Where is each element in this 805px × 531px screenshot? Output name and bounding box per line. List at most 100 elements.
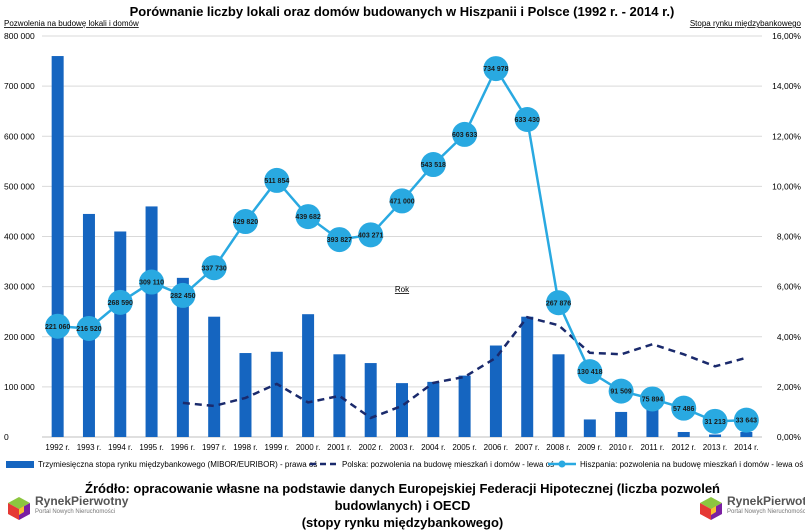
source-line-1: Źródło: opracowanie własne na podstawie … xyxy=(85,481,720,513)
spain-permits-marker xyxy=(514,106,540,132)
legend-label: Trzymiesięczna stopa rynku międzybankowe… xyxy=(38,460,317,469)
spain-permits-data-label: 337 730 xyxy=(202,265,227,272)
x-tick-label: 2005 r. xyxy=(452,443,476,452)
spain-permits-data-label: 429 820 xyxy=(233,219,258,226)
spain-permits-marker xyxy=(358,222,384,248)
spain-permits-marker xyxy=(107,289,133,315)
spain-permits-data-label: 221 060 xyxy=(45,324,70,331)
spain-permits-marker xyxy=(139,269,165,295)
spain-permits-marker xyxy=(420,152,446,178)
interest-rate-bar xyxy=(458,375,471,437)
x-tick-label: 1996 r. xyxy=(171,443,195,452)
interest-rate-bar xyxy=(239,353,252,437)
interest-rate-bar xyxy=(521,316,534,437)
x-tick-label: 2007 r. xyxy=(515,443,539,452)
x-axis-title: Rok xyxy=(395,285,410,294)
left-tick-label: 400 000 xyxy=(4,232,35,242)
spain-permits-data-label: 393 827 xyxy=(327,237,352,244)
x-tick-label: 2012 r. xyxy=(672,443,696,452)
interest-rate-bar xyxy=(427,381,440,437)
spain-permits-marker xyxy=(639,386,665,412)
spain-permits-data-label: 734 978 xyxy=(483,66,508,73)
x-tick-label: 1998 r. xyxy=(233,443,257,452)
source-line-2: (stopy rynku międzybankowego) xyxy=(301,515,504,530)
interest-rate-bar xyxy=(176,277,189,437)
right-tick-label: 0,00% xyxy=(777,432,802,442)
interest-rate-bar xyxy=(208,316,221,437)
spain-permits-data-label: 268 590 xyxy=(108,300,133,307)
chart-svg: Porównanie liczby lokali oraz domów budo… xyxy=(4,4,803,469)
source-note: Źródło: opracowanie własne na podstawie … xyxy=(70,480,735,531)
x-tick-label: 2008 r. xyxy=(546,443,570,452)
x-tick-label: 1992 r. xyxy=(45,443,69,452)
spain-permits-marker xyxy=(264,167,290,193)
x-tick-label: 2009 r. xyxy=(578,443,602,452)
x-tick-label: 2011 r. xyxy=(640,443,664,452)
x-tick-label: 1993 r. xyxy=(77,443,101,452)
legend-label: Hiszpania: pozwolenia na budowę mieszkań… xyxy=(580,460,803,469)
spain-permits-data-label: 511 854 xyxy=(264,178,289,185)
x-tick-label: 2010 r. xyxy=(609,443,633,452)
right-tick-label: 10,00% xyxy=(772,181,801,191)
x-tick-label: 1995 r. xyxy=(139,443,163,452)
spain-permits-marker xyxy=(295,204,321,230)
x-tick-label: 2002 r. xyxy=(358,443,382,452)
x-tick-label: 1994 r. xyxy=(108,443,132,452)
interest-rate-bar xyxy=(270,351,283,437)
spain-permits-data-label: 130 418 xyxy=(577,369,602,376)
x-tick-label: 2014 r. xyxy=(734,443,758,452)
interest-rate-bar xyxy=(302,314,315,437)
spain-permits-marker xyxy=(389,188,415,214)
poland-permits-line xyxy=(182,315,747,420)
spain-permits-data-label: 403 271 xyxy=(358,232,383,239)
x-tick-label: 2000 r. xyxy=(296,443,320,452)
left-tick-label: 500 000 xyxy=(4,181,35,191)
spain-permits-marker xyxy=(452,121,478,147)
right-tick-label: 14,00% xyxy=(772,81,801,91)
spain-permits-marker xyxy=(45,313,71,339)
left-tick-label: 800 000 xyxy=(4,31,35,41)
spain-permits-data-label: 216 520 xyxy=(76,326,101,333)
interest-rate-bar xyxy=(145,206,158,437)
right-tick-label: 8,00% xyxy=(777,232,802,242)
interest-rate-bar xyxy=(615,411,628,437)
interest-rate-bar xyxy=(583,419,596,437)
interest-rate-bar xyxy=(333,354,346,437)
logo-tagline: Portal Nowych Nieruchomości xyxy=(727,509,805,515)
spain-permits-marker xyxy=(733,407,759,433)
left-axis-title: Pozwolenia na budowę lokali i domów xyxy=(4,19,139,28)
right-tick-label: 6,00% xyxy=(777,282,802,292)
right-tick-label: 4,00% xyxy=(777,332,802,342)
legend-swatch-bar xyxy=(6,461,34,468)
spain-permits-data-label: 309 110 xyxy=(139,280,164,287)
spain-permits-data-label: 267 876 xyxy=(546,300,571,307)
spain-permits-data-label: 91 509 xyxy=(610,389,632,396)
x-tick-label: 2001 r. xyxy=(327,443,351,452)
x-tick-label: 2003 r. xyxy=(390,443,414,452)
spain-permits-marker xyxy=(232,209,258,235)
spain-permits-data-label: 33 643 xyxy=(736,418,758,425)
spain-permits-marker xyxy=(608,378,634,404)
interest-rate-bar xyxy=(114,231,127,437)
chart-title: Porównanie liczby lokali oraz domów budo… xyxy=(130,4,675,19)
x-tick-label: 2013 r. xyxy=(703,443,727,452)
legend-label: Polska: pozwolenia na budowę mieszkań i … xyxy=(342,460,554,469)
logo-name: RynekPierwotny xyxy=(727,494,805,508)
spain-permits-data-label: 439 682 xyxy=(295,214,320,221)
spain-permits-marker xyxy=(76,315,102,341)
spain-permits-data-label: 57 486 xyxy=(673,406,695,413)
x-tick-label: 2006 r. xyxy=(484,443,508,452)
left-tick-label: 200 000 xyxy=(4,332,35,342)
logo-left: RynekPierwotny Portal Nowych Nieruchomoś… xyxy=(6,495,128,521)
legend-marker-hiszpania xyxy=(558,460,566,468)
logo-right: RynekPierwotny Portal Nowych Nieruchomoś… xyxy=(698,495,805,521)
left-tick-label: 300 000 xyxy=(4,282,35,292)
left-tick-label: 600 000 xyxy=(4,131,35,141)
spain-permits-marker xyxy=(483,56,509,82)
interest-rate-bar xyxy=(489,345,502,437)
logo-cube-icon xyxy=(6,495,32,521)
spain-permits-data-label: 31 213 xyxy=(704,419,726,426)
logo-cube-icon xyxy=(698,495,724,521)
left-tick-label: 700 000 xyxy=(4,81,35,91)
